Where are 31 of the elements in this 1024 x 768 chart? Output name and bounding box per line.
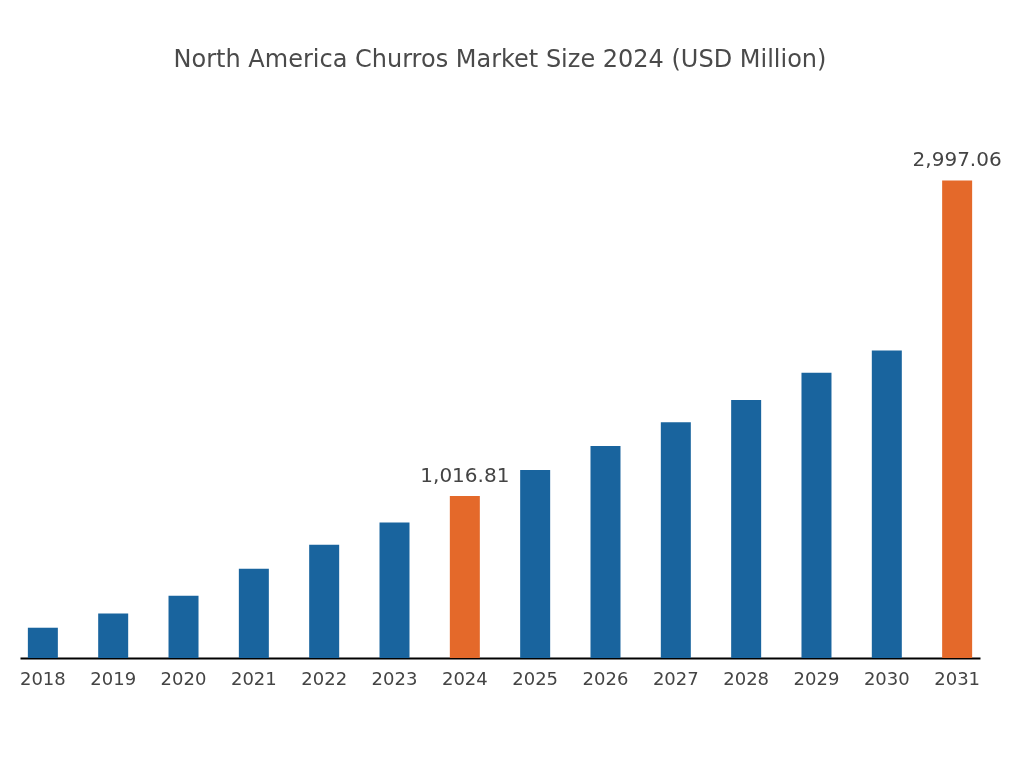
x-tick-label: 2019 — [90, 667, 137, 689]
bar — [98, 613, 129, 658]
bar — [449, 495, 480, 658]
bar — [871, 350, 902, 658]
x-tick-label: 2028 — [723, 667, 770, 689]
x-tick-label: 2030 — [863, 667, 910, 689]
x-tick-label: 2027 — [652, 667, 699, 689]
x-tick-label: 2020 — [160, 667, 207, 689]
x-tick-label: 2018 — [19, 667, 66, 689]
bar — [168, 595, 199, 658]
bar — [309, 544, 340, 658]
x-tick-label: 2025 — [512, 667, 559, 689]
x-tick-label: 2021 — [230, 667, 277, 689]
bar — [520, 469, 551, 658]
x-tick-label: 2031 — [934, 667, 981, 689]
x-tick-label: 2024 — [441, 667, 488, 689]
bar — [660, 422, 691, 658]
bar — [238, 568, 269, 658]
bar — [942, 180, 973, 658]
x-tick-label: 2023 — [371, 667, 418, 689]
x-tick-label: 2022 — [301, 667, 348, 689]
data-label: 1,016.81 — [420, 462, 510, 487]
chart-title: North America Churros Market Size 2024 (USD Million) — [173, 45, 827, 74]
bar — [731, 399, 762, 658]
bar — [379, 522, 410, 658]
bar — [27, 627, 58, 658]
bar — [801, 372, 832, 658]
x-tick-label: 2029 — [793, 667, 840, 689]
data-label: 2,997.06 — [912, 147, 1002, 172]
bar — [590, 446, 621, 658]
x-tick-label: 2026 — [582, 667, 629, 689]
